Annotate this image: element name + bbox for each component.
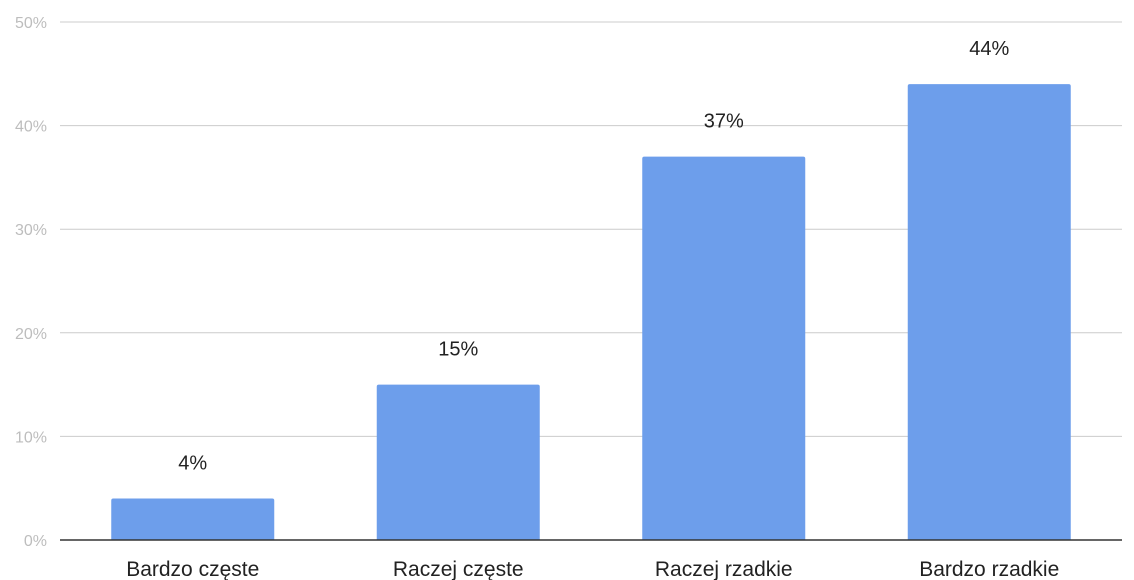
y-tick-label: 0% bbox=[24, 533, 47, 550]
x-axis-tick-labels: Bardzo częste Raczej częste Raczej rzadkie… bbox=[126, 558, 1059, 580]
data-labels: 4% 15% 37% 44% bbox=[178, 38, 1009, 474]
y-tick-label: 20% bbox=[15, 326, 47, 343]
y-tick-label: 30% bbox=[15, 222, 47, 239]
y-tick-label: 10% bbox=[15, 429, 47, 446]
bar bbox=[376, 384, 540, 540]
y-tick-label: 50% bbox=[15, 15, 47, 32]
x-tick-label: Raczej częste bbox=[393, 558, 524, 580]
x-tick-label: Bardzo rzadkie bbox=[919, 558, 1059, 580]
data-label: 15% bbox=[438, 339, 478, 361]
y-tick-label: 40% bbox=[15, 119, 47, 136]
y-axis-tick-labels: 0% 10% 20% 30% 40% 50% bbox=[15, 15, 47, 550]
bar bbox=[907, 84, 1071, 540]
bar bbox=[111, 498, 275, 540]
bar bbox=[642, 156, 806, 540]
data-label: 4% bbox=[178, 453, 207, 475]
bars bbox=[111, 84, 1071, 540]
data-label: 44% bbox=[969, 38, 1009, 60]
x-tick-label: Bardzo częste bbox=[126, 558, 259, 580]
data-label: 37% bbox=[704, 111, 744, 133]
x-tick-label: Raczej rzadkie bbox=[655, 558, 793, 580]
